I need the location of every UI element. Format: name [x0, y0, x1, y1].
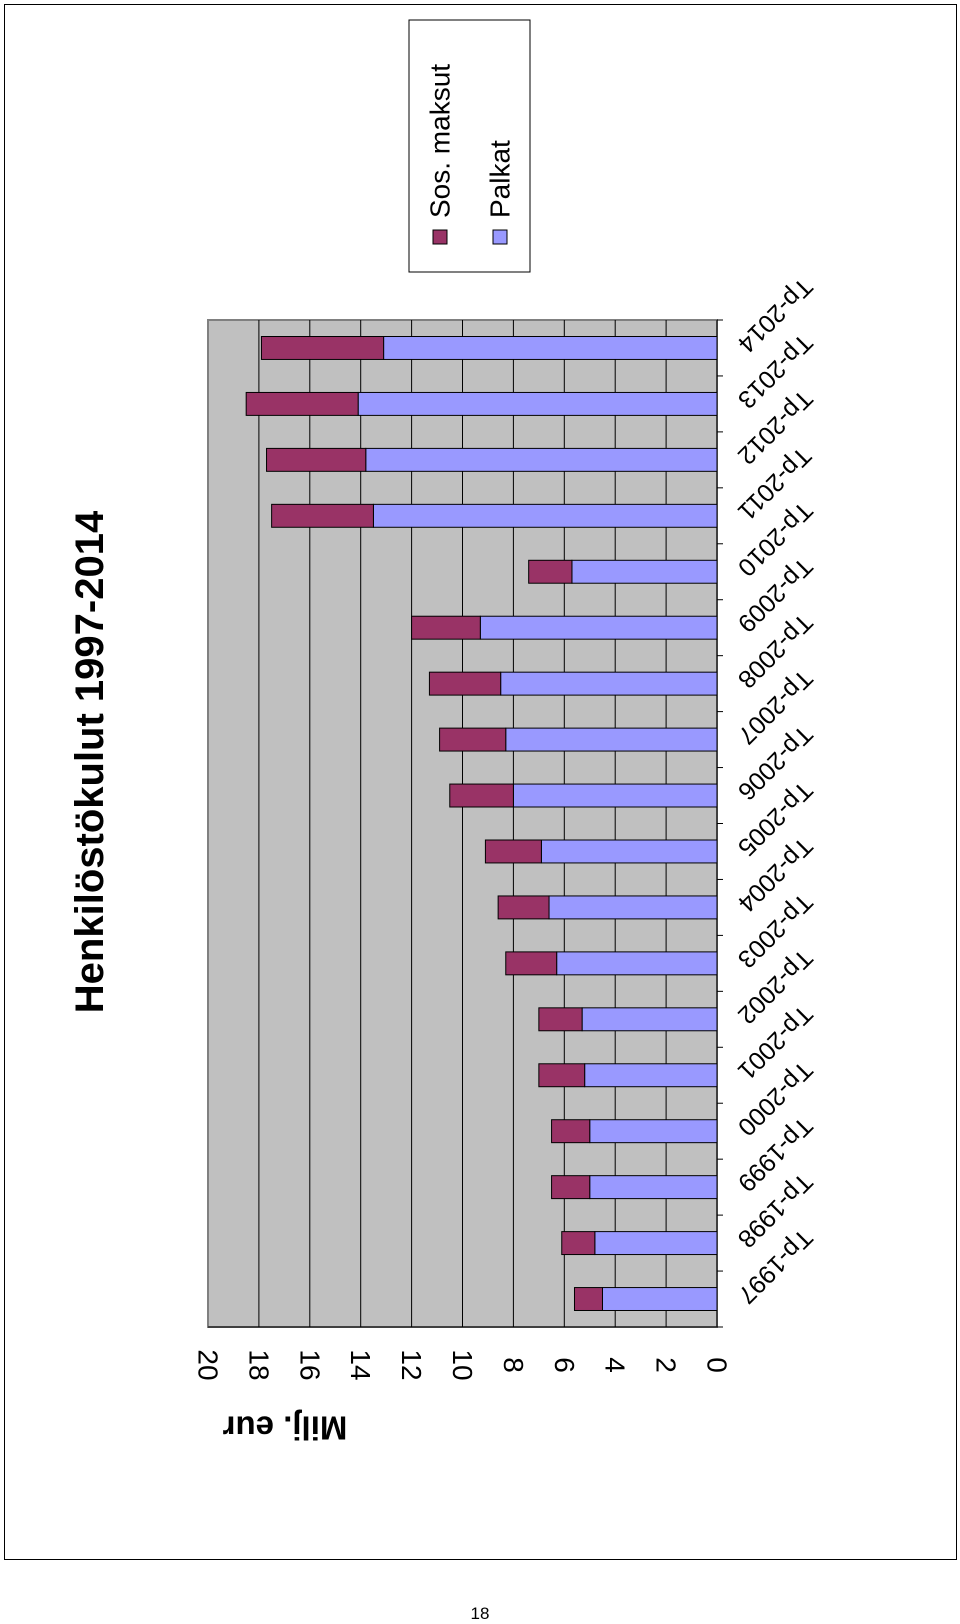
bar-palkat: [500, 671, 718, 696]
bar-palkat: [589, 1119, 718, 1144]
chart-title: Henkilöstökulut 1997-2014: [68, 510, 112, 1013]
bar-palkat: [571, 559, 718, 584]
bar-palkat: [505, 727, 718, 752]
bar-palkat: [584, 1063, 718, 1088]
bar-sos-maksut: [528, 559, 573, 584]
page-frame: [4, 4, 957, 1560]
bar-sos-maksut: [551, 1119, 591, 1144]
bar-sos-maksut: [439, 727, 507, 752]
y-tick-label: 18: [243, 1349, 274, 1380]
page-number: 18: [470, 1604, 490, 1623]
y-tick-label: 4: [600, 1357, 631, 1373]
bar-sos-maksut: [260, 336, 385, 360]
legend-box: [408, 19, 531, 273]
bar-palkat: [589, 1175, 718, 1200]
bar-sos-maksut: [449, 783, 514, 808]
bar-sos-maksut: [538, 1063, 586, 1088]
bar-palkat: [594, 1231, 718, 1256]
bar-sos-maksut: [245, 391, 359, 416]
bar-palkat: [365, 447, 718, 472]
y-tick-label: 8: [498, 1357, 529, 1373]
bar-sos-maksut: [271, 503, 374, 528]
legend-swatch-palkat: [492, 229, 508, 245]
y-tick-label: 6: [549, 1357, 580, 1373]
bar-palkat: [479, 615, 718, 640]
bar-sos-maksut: [505, 951, 558, 976]
bar-palkat: [512, 783, 718, 808]
bar-sos-maksut: [428, 671, 502, 696]
bar-palkat: [383, 336, 718, 360]
bar-sos-maksut: [538, 1007, 583, 1032]
bar-sos-maksut: [411, 615, 481, 640]
bar-palkat: [540, 839, 718, 864]
y-tick-label: 0: [702, 1357, 733, 1373]
y-tick-label: 12: [396, 1349, 427, 1380]
bar-sos-maksut: [573, 1287, 603, 1311]
y-tick-label: 10: [447, 1349, 478, 1380]
legend-label-palkat: Palkat: [485, 140, 516, 218]
bar-sos-maksut: [551, 1175, 591, 1200]
bar-sos-maksut: [266, 447, 367, 472]
y-axis-label: Milj. eur: [223, 1410, 348, 1447]
bar-palkat: [357, 391, 718, 416]
y-tick-label: 20: [193, 1349, 224, 1380]
bar-palkat: [556, 951, 718, 976]
bar-sos-maksut: [561, 1231, 596, 1256]
bar-sos-maksut: [497, 895, 550, 920]
bar-palkat: [372, 503, 718, 528]
legend-swatch-sos-maksut: [432, 229, 448, 245]
bar-palkat: [581, 1007, 718, 1032]
bar-sos-maksut: [484, 839, 542, 864]
y-tick-label: 2: [651, 1357, 682, 1373]
y-tick-label: 14: [345, 1349, 376, 1380]
legend-label-sos-maksut: Sos. maksut: [425, 64, 456, 218]
bar-palkat: [601, 1287, 718, 1311]
bar-palkat: [548, 895, 718, 920]
y-tick-label: 16: [294, 1349, 325, 1380]
